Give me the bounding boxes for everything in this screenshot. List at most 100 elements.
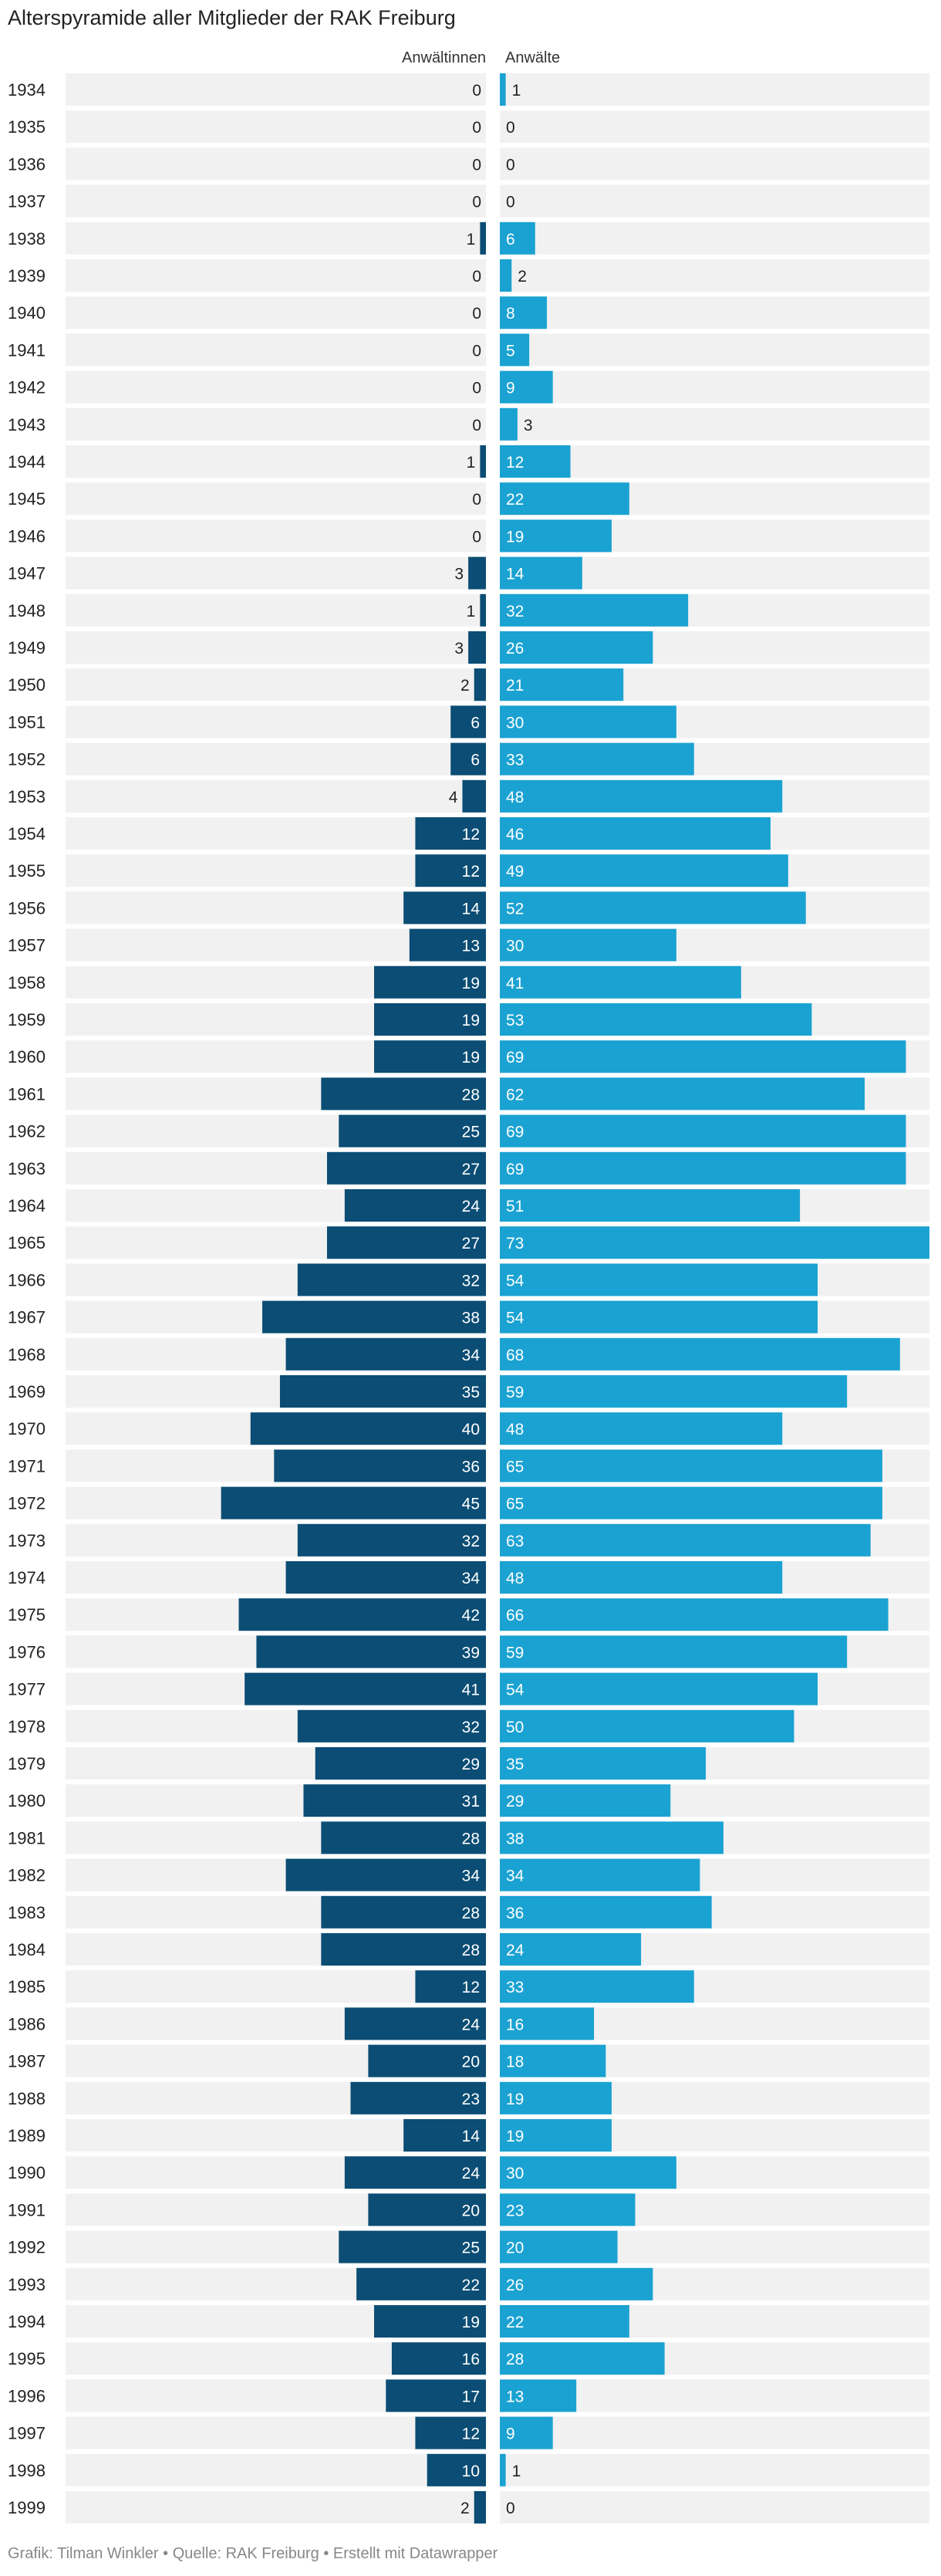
bar-women xyxy=(415,2416,486,2449)
row-bg-right xyxy=(500,147,929,181)
bar-women xyxy=(450,705,486,739)
value-label-men: 51 xyxy=(506,1198,524,1215)
value-label-men: 54 xyxy=(506,1682,524,1699)
value-label-women: 10 xyxy=(462,2463,480,2480)
bar-women xyxy=(480,445,486,478)
bar-men xyxy=(500,779,783,813)
value-label-men: 46 xyxy=(506,826,524,843)
value-label-men: 66 xyxy=(506,1607,524,1624)
row-bg-right xyxy=(500,110,929,144)
value-label-women: 45 xyxy=(462,1496,480,1513)
value-label-women: 1 xyxy=(467,603,476,620)
bar-men xyxy=(500,2267,653,2300)
bar-men xyxy=(500,1933,642,1966)
year-label: 1965 xyxy=(8,1233,46,1253)
year-label: 1948 xyxy=(8,601,46,620)
bar-women xyxy=(391,2342,486,2375)
bar-men xyxy=(500,631,653,664)
value-label-men: 41 xyxy=(506,975,524,992)
bar-men xyxy=(500,1598,889,1631)
bar-men xyxy=(500,705,676,739)
value-label-men: 0 xyxy=(506,2500,515,2517)
row-bg-left xyxy=(66,779,486,813)
year-label: 1996 xyxy=(8,2386,46,2405)
bar-women xyxy=(480,593,486,627)
value-label-women: 36 xyxy=(462,1458,480,1476)
value-label-men: 48 xyxy=(506,1570,524,1587)
value-label-men: 59 xyxy=(506,1644,524,1662)
bar-women xyxy=(321,1821,486,1854)
value-label-men: 24 xyxy=(506,1942,524,1959)
legend-women: Anwältinnen xyxy=(402,49,486,66)
row-bg-right xyxy=(500,259,929,292)
value-label-men: 73 xyxy=(506,1235,524,1253)
value-label-men: 48 xyxy=(506,1421,524,1438)
value-label-men: 0 xyxy=(506,119,515,137)
bar-women xyxy=(350,2081,486,2115)
bar-men xyxy=(500,2044,606,2077)
bar-women xyxy=(245,1672,486,1706)
value-label-women: 0 xyxy=(472,305,481,323)
value-label-men: 26 xyxy=(506,640,524,658)
value-label-men: 33 xyxy=(506,1979,524,1996)
row-bg-right xyxy=(500,296,929,330)
year-label: 1935 xyxy=(8,117,46,137)
value-label-women: 34 xyxy=(462,1570,481,1587)
year-label: 1958 xyxy=(8,973,46,992)
year-label: 1989 xyxy=(8,2126,46,2145)
bar-women xyxy=(415,854,486,887)
row-bg-left xyxy=(66,221,486,255)
value-label-women: 0 xyxy=(472,491,481,509)
value-label-women: 12 xyxy=(462,863,480,881)
bar-women xyxy=(326,1151,486,1185)
value-label-men: 21 xyxy=(506,677,524,695)
year-label: 1954 xyxy=(8,824,46,843)
value-label-women: 28 xyxy=(462,1942,480,1959)
bar-men xyxy=(500,1858,700,1891)
value-label-women: 17 xyxy=(462,2388,480,2405)
bar-men xyxy=(500,2453,506,2486)
value-label-men: 22 xyxy=(506,491,524,509)
value-label-women: 12 xyxy=(462,1979,480,1996)
value-label-men: 20 xyxy=(506,2240,524,2257)
row-bg-left xyxy=(66,556,486,590)
bar-men xyxy=(500,928,676,962)
year-label: 1959 xyxy=(8,1010,46,1029)
row-bg-left xyxy=(66,147,486,181)
year-label: 1993 xyxy=(8,2275,46,2294)
year-label: 1979 xyxy=(8,1754,46,1773)
bar-women xyxy=(427,2453,486,2486)
value-label-men: 65 xyxy=(506,1458,524,1476)
bar-women xyxy=(321,1895,486,1929)
row-bg-left xyxy=(66,593,486,627)
year-label: 1971 xyxy=(8,1456,46,1476)
year-label: 1986 xyxy=(8,2014,46,2033)
bar-women xyxy=(315,1747,486,1780)
year-label: 1947 xyxy=(8,564,46,583)
year-label: 1950 xyxy=(8,675,46,695)
row-bg-left xyxy=(66,296,486,330)
value-label-women: 1 xyxy=(467,454,476,472)
bar-women xyxy=(368,2044,486,2077)
value-label-women: 25 xyxy=(462,2240,480,2257)
year-label: 1969 xyxy=(8,1382,46,1401)
bar-men xyxy=(500,1337,900,1371)
value-label-men: 53 xyxy=(506,1012,524,1029)
value-label-women: 24 xyxy=(462,2016,481,2033)
value-label-women: 4 xyxy=(449,789,458,806)
value-label-men: 33 xyxy=(506,752,524,769)
bar-women xyxy=(279,1375,486,1408)
value-label-women: 19 xyxy=(462,1049,480,1067)
year-label: 1960 xyxy=(8,1047,46,1067)
bar-women xyxy=(462,779,486,813)
bar-women xyxy=(374,965,486,999)
value-label-women: 0 xyxy=(472,119,481,137)
bar-women xyxy=(274,1449,486,1482)
value-label-women: 12 xyxy=(462,826,480,843)
year-label: 1955 xyxy=(8,861,46,881)
bar-men xyxy=(500,817,771,850)
row-bg-right xyxy=(500,2416,929,2449)
value-label-men: 59 xyxy=(506,1384,524,1401)
year-label: 1980 xyxy=(8,1791,46,1810)
value-label-women: 0 xyxy=(472,156,481,174)
